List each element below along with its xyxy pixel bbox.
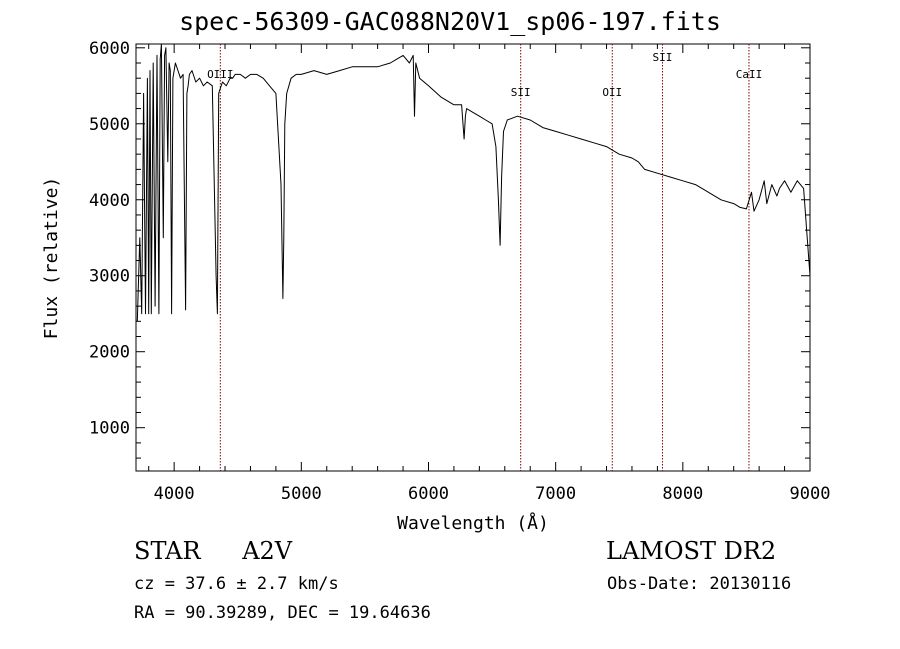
object-subclass: A2V <box>242 537 293 565</box>
axis-ticks: 4000 5000 6000 7000 8000 9000 1000 2000 3000 4000… <box>89 39 830 504</box>
y-tick-label: 2000 <box>89 343 130 363</box>
obs-date-text: Obs-Date: 20130116 <box>607 574 792 594</box>
spectrum-line <box>136 43 811 322</box>
emission-line-label: CaII <box>736 68 763 81</box>
y-tick-label: 1000 <box>89 419 130 439</box>
survey-name: LAMOST DR2 <box>606 537 777 565</box>
emission-line-markers <box>219 44 750 471</box>
emission-line-label: SII <box>653 51 673 64</box>
y-tick-label: 6000 <box>89 39 130 59</box>
plot-frame <box>135 43 811 472</box>
x-tick-label: 7000 <box>535 484 576 504</box>
emission-line-labels: OIII SII OII SII CaII <box>207 51 762 99</box>
coordinates-text: RA = 90.39289, DEC = 19.64636 <box>134 603 431 623</box>
redshift-text: cz = 37.6 ± 2.7 km/s <box>134 574 339 594</box>
x-tick-label: 8000 <box>662 484 703 504</box>
x-tick-label: 5000 <box>281 484 322 504</box>
emission-line-label: SII <box>511 86 531 99</box>
object-class: STAR <box>134 537 201 565</box>
x-tick-label: 4000 <box>154 484 195 504</box>
object-class-line: STAR A2V <box>134 537 292 565</box>
x-tick-label: 6000 <box>408 484 449 504</box>
y-axis-label: Flux (relative) <box>41 177 62 340</box>
y-tick-label: 5000 <box>89 115 130 135</box>
chart-title: spec-56309-GAC088N20V1_sp06-197.fits <box>179 7 721 36</box>
x-axis-label: Wavelength (Å) <box>397 512 549 534</box>
series-layer <box>136 43 811 322</box>
y-tick-label: 3000 <box>89 267 130 287</box>
y-tick-label: 4000 <box>89 191 130 211</box>
emission-line-label: OIII <box>207 68 234 81</box>
emission-line-label: OII <box>602 86 622 99</box>
x-tick-label: 9000 <box>790 484 831 504</box>
